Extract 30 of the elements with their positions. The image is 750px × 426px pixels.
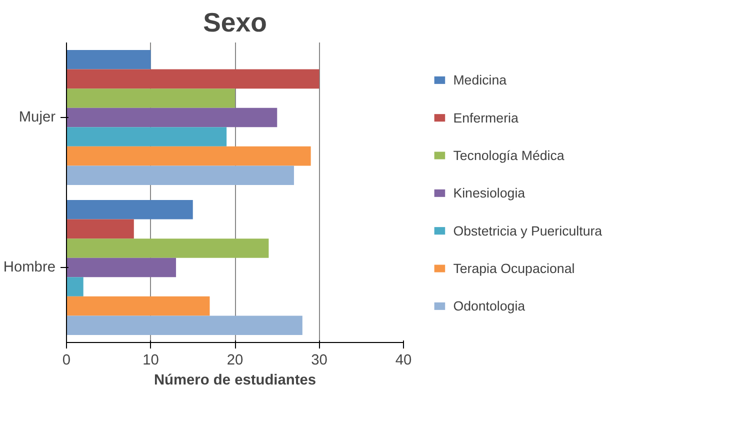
y-tick-label: Mujer <box>18 110 56 126</box>
x-tick-label: 30 <box>311 352 328 368</box>
x-axis-title: Número de estudiantes <box>154 372 316 388</box>
legend-label: Tecnología Médica <box>453 148 565 163</box>
bar <box>66 127 227 146</box>
legend-label: Obstetricia y Puericultura <box>453 223 603 238</box>
bar <box>66 146 311 166</box>
x-tick-label: 0 <box>62 352 71 368</box>
legend-label: Terapia Ocupacional <box>453 261 575 276</box>
bar <box>66 277 84 296</box>
bar <box>66 219 134 239</box>
bar <box>66 88 235 108</box>
bar <box>66 166 294 185</box>
legend-label: Medicina <box>453 72 508 88</box>
bar <box>66 238 269 258</box>
x-tick-label: 40 <box>395 352 412 368</box>
legend-label: Odontologia <box>453 298 526 314</box>
bar <box>66 258 176 278</box>
x-tick-label: 20 <box>226 352 244 368</box>
legend-label: Kinesiologia <box>453 186 526 201</box>
bar <box>66 108 278 128</box>
bar <box>66 316 302 335</box>
x-tick-label: 10 <box>142 352 159 368</box>
chart-title: Sexo <box>203 8 267 38</box>
legend-label: Enfermeria <box>453 110 519 126</box>
bar <box>66 69 320 89</box>
y-tick-label: Hombre <box>3 260 56 276</box>
bar <box>66 296 210 316</box>
bar <box>66 50 151 70</box>
bar <box>66 200 193 220</box>
